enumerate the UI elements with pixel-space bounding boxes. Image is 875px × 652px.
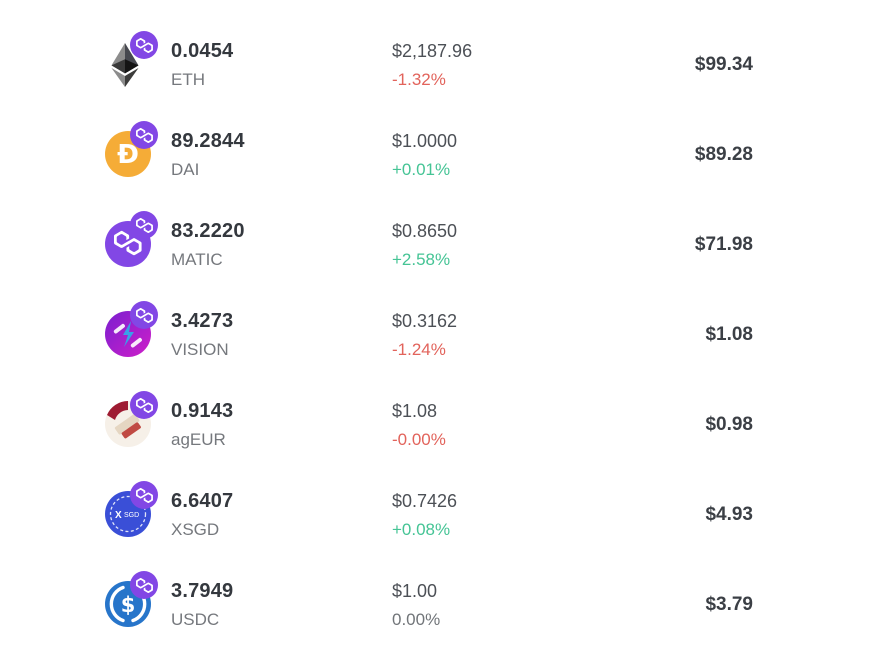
polygon-network-badge-icon <box>130 211 158 239</box>
token-price: $0.7426 <box>392 490 458 511</box>
token-fiat-value: $71.98 <box>694 234 753 255</box>
matic-token-icon <box>105 211 158 269</box>
token-balance: 89.2844 <box>171 130 245 152</box>
token-balance: 3.7949 <box>171 580 234 602</box>
token-change-percent: -1.24% <box>392 339 446 359</box>
usdc-token-icon: $ <box>105 571 158 629</box>
token-change-percent: -0.00% <box>392 429 446 449</box>
polygon-network-badge-icon <box>130 481 158 509</box>
svg-text:$: $ <box>121 593 136 617</box>
svg-text:X: X <box>115 510 122 521</box>
polygon-network-badge-icon <box>130 391 158 419</box>
token-row-eth[interactable]: 0.0454 ETH $2,187.96 -1.32% $99.34 <box>0 20 875 110</box>
token-balance: 0.9143 <box>171 400 234 422</box>
token-symbol: XSGD <box>171 520 220 539</box>
token-price: $0.3162 <box>392 310 458 331</box>
token-fiat-value: $3.79 <box>705 594 753 615</box>
token-symbol: MATIC <box>171 250 223 269</box>
token-balance: 6.6407 <box>171 490 234 512</box>
token-fiat-value: $4.93 <box>705 504 753 525</box>
token-row-usdc[interactable]: $ 3.7949 USDC $1.00 0.00% $3.79 <box>0 560 875 650</box>
svg-text:SGD: SGD <box>124 512 139 519</box>
token-change-percent: +2.58% <box>392 249 451 269</box>
token-price: $1.0000 <box>392 130 458 151</box>
vision-token-icon <box>105 301 158 359</box>
token-balance: 0.0454 <box>171 40 234 62</box>
polygon-network-badge-icon <box>130 571 158 599</box>
ageur-token-icon <box>105 391 158 449</box>
eth-token-icon <box>105 31 158 89</box>
svg-text:Ð: Ð <box>117 140 139 170</box>
polygon-network-badge-icon <box>130 31 158 59</box>
token-price: $2,187.96 <box>392 40 473 61</box>
token-fiat-value: $0.98 <box>705 414 753 435</box>
token-row-matic[interactable]: 83.2220 MATIC $0.8650 +2.58% $71.98 <box>0 200 875 290</box>
token-row-vision[interactable]: 3.4273 VISION $0.3162 -1.24% $1.08 <box>0 290 875 380</box>
token-fiat-value: $89.28 <box>694 144 753 165</box>
token-row-xsgd[interactable]: X SGD 6.6407 XSGD $0.7426 +0.08% $4.93 <box>0 470 875 560</box>
token-symbol: DAI <box>171 160 200 179</box>
xsgd-token-icon: X SGD <box>105 481 158 539</box>
token-change-percent: +0.08% <box>392 519 451 539</box>
token-row-dai[interactable]: Ð 89.2844 DAI $1.0000 +0.01% $89.28 <box>0 110 875 200</box>
token-symbol: agEUR <box>171 430 226 449</box>
token-change-percent: 0.00% <box>392 609 441 629</box>
token-symbol: ETH <box>171 70 205 89</box>
token-fiat-value: $99.34 <box>694 54 753 75</box>
token-fiat-value: $1.08 <box>705 324 753 345</box>
dai-token-icon: Ð <box>105 121 158 179</box>
token-balance: 3.4273 <box>171 310 234 332</box>
token-balance: 83.2220 <box>171 220 245 242</box>
token-change-percent: +0.01% <box>392 159 451 179</box>
token-row-ageur[interactable]: 0.9143 agEUR $1.08 -0.00% $0.98 <box>0 380 875 470</box>
polygon-network-badge-icon <box>130 121 158 149</box>
token-change-percent: -1.32% <box>392 69 446 89</box>
polygon-network-badge-icon <box>130 301 158 329</box>
token-symbol: VISION <box>171 340 229 359</box>
token-price: $1.08 <box>392 400 438 421</box>
token-symbol: USDC <box>171 610 220 629</box>
token-price: $1.00 <box>392 580 438 601</box>
token-price: $0.8650 <box>392 220 458 241</box>
